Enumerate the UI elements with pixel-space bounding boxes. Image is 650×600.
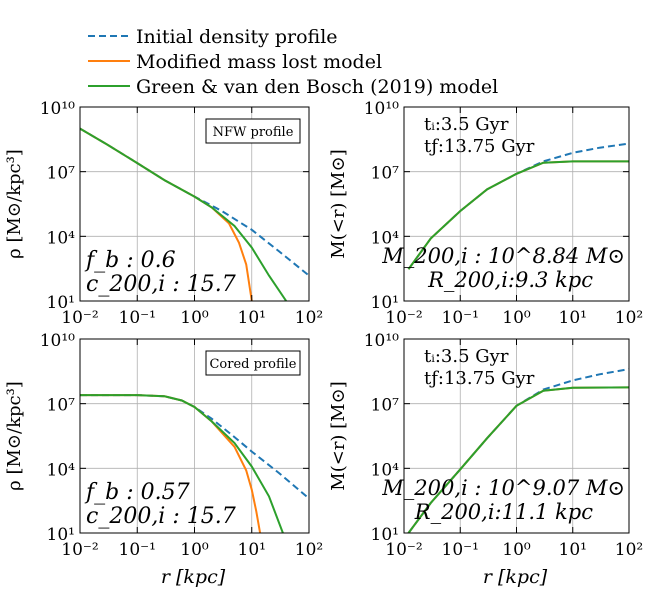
time-initial: tᵢ:3.5 Gyr [424, 114, 509, 135]
x-tick-label-4: 10² [295, 308, 323, 328]
series-line-2 [80, 394, 284, 533]
annotation-m200: M_200,i : 10^8.84 M⊙ [381, 244, 625, 268]
y-tick-label-0: 10¹ [371, 293, 399, 313]
profile-box [205, 118, 301, 144]
x-tick-label-2: 10⁰ [180, 308, 209, 328]
annotation-fb: f_b : 0.6 [84, 248, 176, 273]
series-line-2 [80, 127, 288, 301]
y-tick-label-2: 10⁷ [371, 164, 400, 184]
x-tick-label-3: 10¹ [238, 540, 266, 560]
y-axis-label: M(<r) [M⊙] [328, 149, 349, 258]
x-tick-label-3: 10¹ [559, 540, 587, 560]
x-tick-label-3: 10¹ [559, 308, 587, 328]
panel-bottom-left: 10⁻² 10⁻¹ 10⁰ 10¹ 10² 10¹ 10⁴ 10⁷ 10¹⁰ ρ [M⊙/kpc³… [4, 331, 323, 560]
annotation-c200: c_200,i : 15.7 [86, 504, 236, 529]
x-tick-label-2: 10⁰ [502, 308, 531, 328]
annotation-m200: M_200,i : 10^9.07 M⊙ [381, 476, 625, 500]
x-axis-label-right: r [kpc] [483, 566, 548, 588]
x-tick-label-0: 10⁻² [61, 308, 98, 328]
y-axis-label: ρ [M⊙/kpc³] [4, 149, 25, 259]
x-tick-label-2: 10⁰ [180, 540, 209, 560]
x-axis-label-left: r [kpc] [161, 566, 226, 588]
y-tick-label-3: 10¹⁰ [364, 331, 399, 351]
y-tick-label-3: 10¹⁰ [40, 99, 75, 119]
time-final: tƒ:13.75 Gyr [424, 368, 535, 389]
series-line-2 [407, 386, 629, 533]
x-tick-label-3: 10¹ [238, 308, 266, 328]
panel-top-left: 10⁻² 10⁻¹ 10⁰ 10¹ 10² 10¹ 10⁴ 10⁷ 10¹⁰ ρ [M⊙/kpc³… [4, 99, 323, 328]
x-tick-label-4: 10² [615, 308, 643, 328]
x-tick-label-0: 10⁻² [61, 540, 98, 560]
profile-box [205, 350, 301, 376]
y-tick-label-1: 10⁴ [371, 460, 400, 480]
annotation-r200: R_200,i:11.1 kpc [414, 500, 593, 524]
y-tick-label-1: 10⁴ [47, 228, 76, 248]
panel-top-right: 10⁻² 10⁻¹ 10⁰ 10¹ 10² 10¹ 10⁴ 10⁷ 10¹⁰ M(<r) [M⊙]… [328, 99, 643, 328]
legend: Initial density profile Modified mass lo… [88, 26, 498, 98]
y-tick-label-2: 10⁷ [47, 164, 76, 184]
y-tick-label-0: 10¹ [371, 525, 399, 545]
x-tick-label-1: 10⁻¹ [119, 308, 156, 328]
y-tick-label-3: 10¹⁰ [364, 99, 399, 119]
time-final: tƒ:13.75 Gyr [424, 136, 535, 157]
legend-label-green: Green & van den Bosch (2019) model [136, 76, 498, 98]
annotation-r200: R_200,i:9.3 kpc [427, 268, 593, 292]
x-tick-label-2: 10⁰ [502, 540, 531, 560]
legend-label-modified: Modified mass lost model [136, 51, 382, 73]
x-tick-label-1: 10⁻¹ [119, 540, 156, 560]
legend-label-initial: Initial density profile [136, 26, 338, 48]
y-axis-label: ρ [M⊙/kpc³] [4, 381, 25, 491]
y-tick-label-0: 10¹ [47, 293, 75, 313]
series-line-2 [407, 160, 629, 270]
y-tick-label-2: 10⁷ [371, 396, 400, 416]
annotation-c200: c_200,i : 15.7 [86, 272, 236, 297]
annotation-fb: f_b : 0.57 [84, 480, 190, 505]
x-tick-label-4: 10² [615, 540, 643, 560]
x-tick-label-1: 10⁻¹ [442, 540, 479, 560]
x-tick-label-0: 10⁻² [385, 540, 422, 560]
x-tick-label-4: 10² [295, 540, 323, 560]
profile-box-label: NFW profile [213, 125, 294, 140]
x-tick-label-1: 10⁻¹ [442, 308, 479, 328]
y-axis-label: M(<r) [M⊙] [328, 381, 349, 490]
y-tick-label-2: 10⁷ [47, 396, 76, 416]
panel-bottom-right: 10⁻² 10⁻¹ 10⁰ 10¹ 10² 10¹ 10⁴ 10⁷ 10¹⁰ M(<r) [M⊙]… [328, 331, 643, 560]
profile-box-label: Cored profile [209, 357, 296, 372]
y-tick-label-1: 10⁴ [371, 228, 400, 248]
y-tick-label-1: 10⁴ [47, 460, 76, 480]
time-initial: tᵢ:3.5 Gyr [424, 346, 509, 367]
x-tick-label-0: 10⁻² [385, 308, 422, 328]
y-tick-label-0: 10¹ [47, 525, 75, 545]
y-tick-label-3: 10¹⁰ [40, 331, 75, 351]
